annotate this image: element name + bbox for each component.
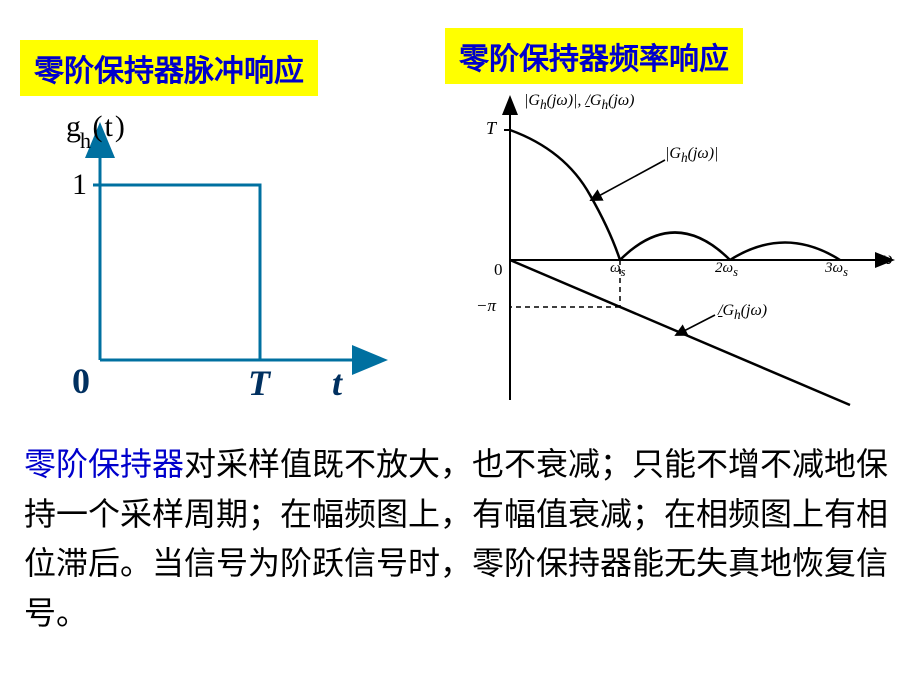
freq-T-label: T bbox=[486, 118, 496, 139]
frequency-response-chart: |Gh(jω)|, /Gh(jω) T 0 −π ω ωs 2ωs 3ωs |G… bbox=[440, 90, 900, 410]
impulse-origin: 0 bbox=[72, 360, 90, 402]
impulse-ylabel: g (t) bbox=[66, 110, 127, 144]
freq-zero: 0 bbox=[494, 260, 503, 280]
title-frequency: 零阶保持器频率响应 bbox=[445, 28, 743, 84]
description-paragraph: 零阶保持器对采样值既不放大，也不衰减；只能不增不减地保持一个采样周期；在幅频图上… bbox=[24, 440, 904, 638]
freq-phase-callout-arrow bbox=[680, 315, 715, 333]
impulse-ylabel-sub: h bbox=[80, 128, 91, 154]
freq-mag-lobe1 bbox=[510, 130, 620, 260]
freq-mag-lobe2 bbox=[620, 233, 730, 261]
impulse-t: t bbox=[332, 362, 342, 404]
freq-top-combo: |Gh(jω)|, /Gh(jω) bbox=[524, 92, 635, 113]
freq-ws2: 2ωs bbox=[715, 260, 738, 280]
freq-minus-pi: −π bbox=[476, 296, 496, 316]
freq-mag-callout: |Gh(jω)| bbox=[665, 145, 718, 166]
impulse-response-chart: g (t) h 1 0 T t bbox=[30, 110, 390, 410]
freq-svg bbox=[440, 90, 900, 410]
freq-phase-callout: /Gh(jω) bbox=[718, 302, 767, 323]
impulse-pulse bbox=[100, 185, 260, 360]
title-impulse: 零阶保持器脉冲响应 bbox=[20, 40, 318, 96]
impulse-T: T bbox=[248, 362, 270, 404]
freq-omega: ω bbox=[880, 248, 893, 269]
freq-mag-callout-arrow bbox=[595, 160, 665, 198]
freq-ws3: 3ωs bbox=[825, 260, 848, 280]
freq-mag-lobe3 bbox=[730, 243, 840, 261]
para-highlight: 零阶保持器 bbox=[24, 446, 184, 482]
impulse-tick-1: 1 bbox=[72, 168, 87, 202]
freq-ws1: ωs bbox=[610, 260, 625, 280]
